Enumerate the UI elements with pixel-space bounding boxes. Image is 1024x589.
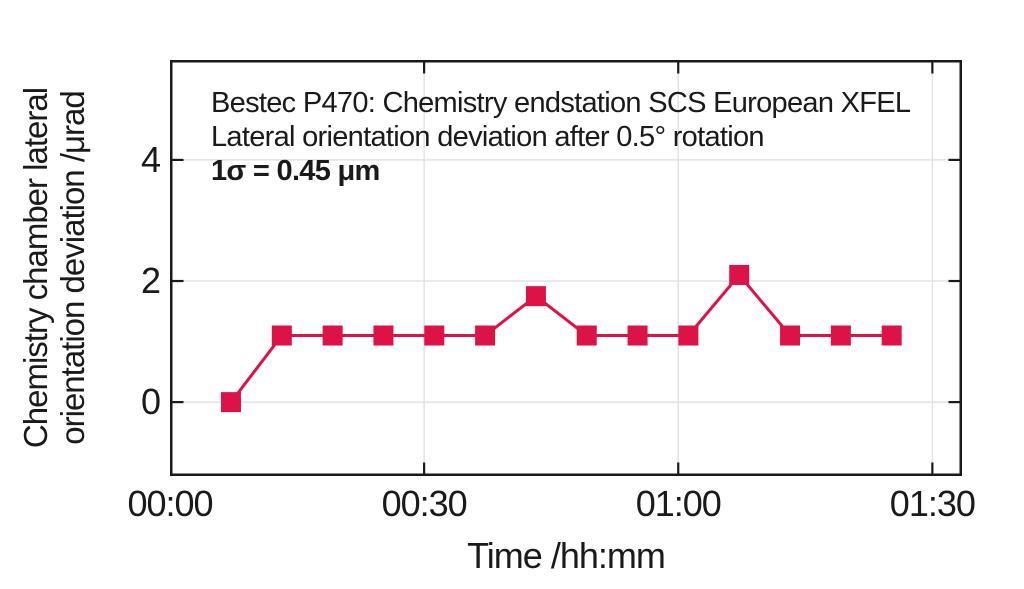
plot-frame xyxy=(170,60,962,476)
chart-title-block: Bestec P470: Chemistry endstation SCS Eu… xyxy=(211,86,911,188)
data-point-marker xyxy=(424,325,445,346)
sigma-annotation: 1σ = 0.45 μm xyxy=(211,155,380,187)
data-point-marker xyxy=(881,325,902,346)
chart-title-line-2: Lateral orientation deviation after 0.5°… xyxy=(211,121,765,153)
x-tick-label: 00:00 xyxy=(127,483,213,524)
plot-area xyxy=(170,60,962,476)
chart-title-line-1: Bestec P470: Chemistry endstation SCS Eu… xyxy=(211,87,911,119)
plot-canvas xyxy=(170,60,962,476)
y-tick-label: 4 xyxy=(140,138,161,180)
x-tick-label: 00:30 xyxy=(381,483,468,524)
y-axis-label-line-2: orientation deviation /μrad xyxy=(54,91,91,445)
x-tick-label: 01:30 xyxy=(889,483,976,524)
data-point-marker xyxy=(322,325,343,346)
y-tick-label: 2 xyxy=(140,260,161,302)
data-point-marker xyxy=(373,325,394,346)
data-point-marker xyxy=(220,392,241,413)
data-point-marker xyxy=(780,325,801,346)
data-point-marker xyxy=(830,325,851,346)
data-point-marker xyxy=(475,325,496,346)
x-tick-label: 01:00 xyxy=(635,483,722,524)
data-point-marker xyxy=(271,325,292,346)
data-point-marker xyxy=(678,325,699,346)
y-tick-label: 0 xyxy=(140,381,161,423)
x-axis-label: Time /hh:mm xyxy=(467,535,666,576)
data-point-marker xyxy=(627,325,648,346)
data-point-marker xyxy=(525,286,546,307)
data-point-marker xyxy=(729,264,750,285)
y-axis-label-line-1: Chemistry chamber lateral xyxy=(17,87,54,449)
data-point-marker xyxy=(576,325,597,346)
y-axis-label: Chemistry chamber lateral orientation de… xyxy=(17,88,91,448)
